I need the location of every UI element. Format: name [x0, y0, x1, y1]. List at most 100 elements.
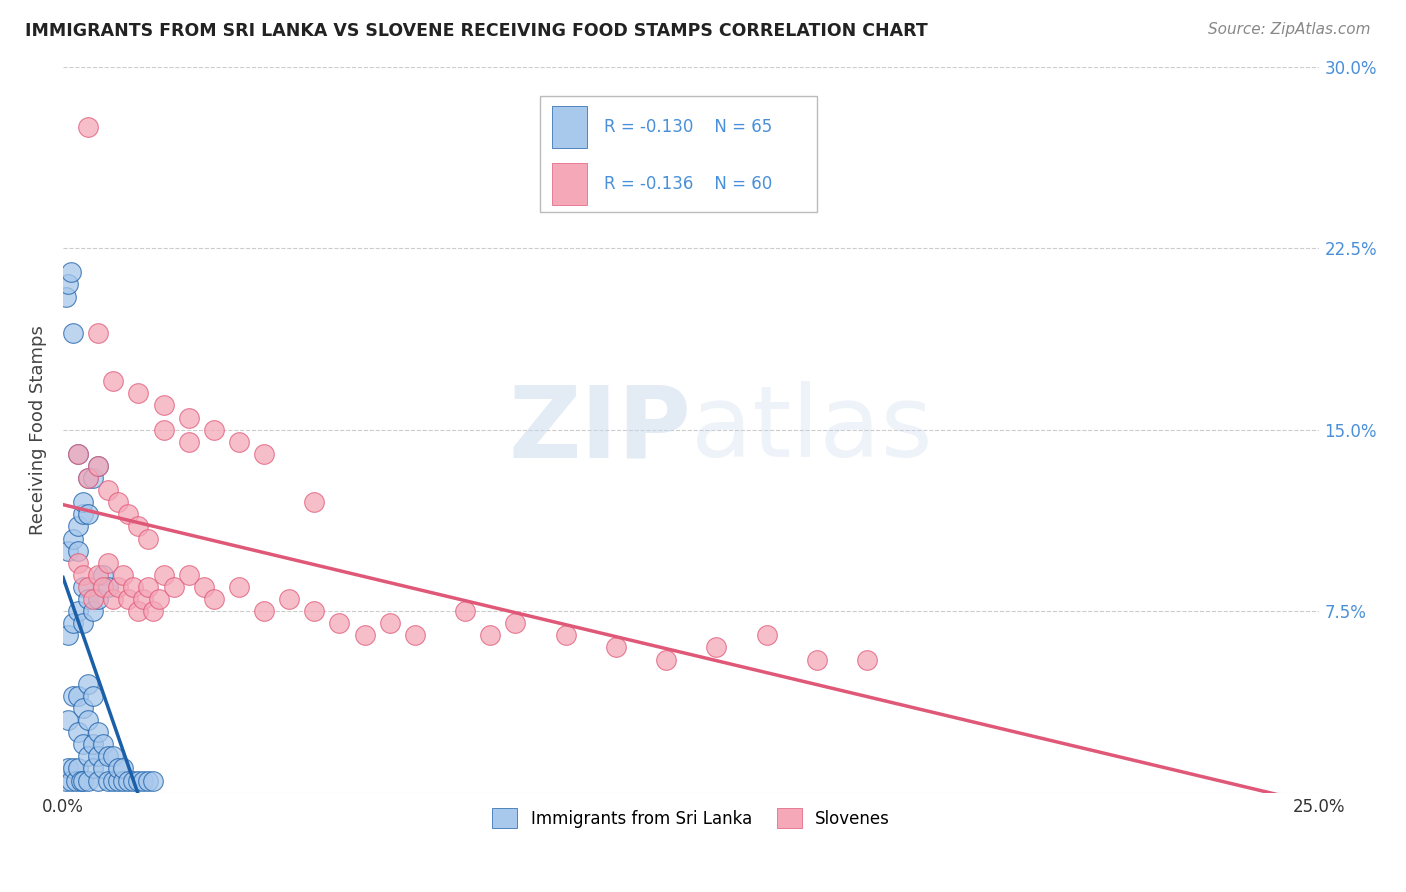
Point — [117, 773, 139, 788]
Point — [148, 592, 170, 607]
Point — [479, 628, 502, 642]
Point — [554, 628, 576, 642]
Point — [77, 120, 100, 134]
Point — [655, 652, 678, 666]
Point — [142, 604, 165, 618]
Point — [132, 773, 155, 788]
Point — [162, 580, 184, 594]
Point — [62, 689, 84, 703]
Point — [202, 423, 225, 437]
Point — [55, 289, 77, 303]
Point — [77, 773, 100, 788]
Point — [127, 519, 149, 533]
Point — [87, 725, 110, 739]
Text: IMMIGRANTS FROM SRI LANKA VS SLOVENE RECEIVING FOOD STAMPS CORRELATION CHART: IMMIGRANTS FROM SRI LANKA VS SLOVENE REC… — [25, 22, 928, 40]
Point — [69, 773, 91, 788]
Point — [107, 580, 129, 594]
Point — [138, 532, 160, 546]
Point — [67, 447, 90, 461]
Point — [152, 399, 174, 413]
Point — [55, 773, 77, 788]
Point — [127, 386, 149, 401]
Point — [278, 592, 301, 607]
Point — [67, 689, 90, 703]
Point — [132, 592, 155, 607]
Point — [755, 628, 778, 642]
Point — [91, 761, 114, 775]
Point — [505, 616, 527, 631]
Point — [87, 326, 110, 340]
Point — [605, 640, 627, 655]
Point — [72, 580, 94, 594]
Legend: Immigrants from Sri Lanka, Slovenes: Immigrants from Sri Lanka, Slovenes — [485, 802, 897, 835]
Point — [82, 761, 104, 775]
Point — [56, 713, 79, 727]
Point — [103, 592, 125, 607]
Point — [856, 652, 879, 666]
Point — [67, 519, 90, 533]
Point — [103, 773, 125, 788]
Point — [67, 556, 90, 570]
Point — [202, 592, 225, 607]
Point — [91, 737, 114, 751]
Point — [122, 773, 145, 788]
Point — [138, 773, 160, 788]
Point — [59, 265, 82, 279]
Point — [404, 628, 426, 642]
Text: atlas: atlas — [692, 381, 932, 478]
Point — [67, 447, 90, 461]
Point — [454, 604, 477, 618]
Point — [103, 374, 125, 388]
Point — [87, 773, 110, 788]
Point — [304, 495, 326, 509]
Point — [177, 434, 200, 449]
Point — [87, 749, 110, 764]
Point — [117, 508, 139, 522]
Point — [97, 483, 120, 497]
Text: ZIP: ZIP — [509, 381, 692, 478]
Point — [304, 604, 326, 618]
Point — [97, 749, 120, 764]
Point — [177, 410, 200, 425]
Point — [706, 640, 728, 655]
Point — [87, 567, 110, 582]
Point — [62, 761, 84, 775]
Point — [117, 592, 139, 607]
Point — [122, 580, 145, 594]
Point — [56, 277, 79, 292]
Point — [107, 761, 129, 775]
Point — [107, 773, 129, 788]
Text: Source: ZipAtlas.com: Source: ZipAtlas.com — [1208, 22, 1371, 37]
Point — [152, 423, 174, 437]
Point — [177, 567, 200, 582]
Point — [82, 689, 104, 703]
Point — [87, 458, 110, 473]
Point — [77, 471, 100, 485]
Point — [112, 567, 135, 582]
Point — [378, 616, 401, 631]
Point — [77, 508, 100, 522]
Point — [77, 677, 100, 691]
Point — [56, 761, 79, 775]
Point — [77, 592, 100, 607]
Point — [353, 628, 375, 642]
Point — [127, 773, 149, 788]
Point — [72, 737, 94, 751]
Point — [62, 326, 84, 340]
Point — [112, 773, 135, 788]
Point — [82, 737, 104, 751]
Point — [91, 580, 114, 594]
Point — [72, 567, 94, 582]
Point — [193, 580, 215, 594]
Point — [77, 580, 100, 594]
Point — [62, 532, 84, 546]
Point — [253, 604, 276, 618]
Point — [97, 773, 120, 788]
Point — [253, 447, 276, 461]
Point — [112, 761, 135, 775]
Point — [62, 616, 84, 631]
Point — [82, 604, 104, 618]
Y-axis label: Receiving Food Stamps: Receiving Food Stamps — [30, 325, 46, 534]
Point — [97, 556, 120, 570]
Point — [65, 773, 87, 788]
